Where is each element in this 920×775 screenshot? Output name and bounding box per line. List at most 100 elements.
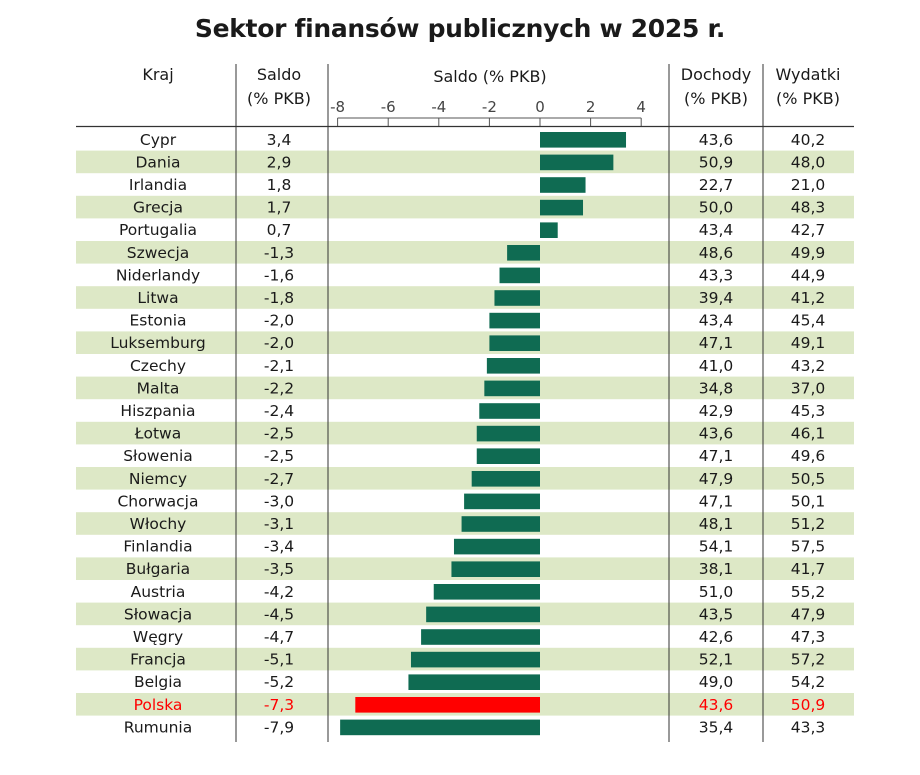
country-label: Estonia xyxy=(129,312,186,330)
saldo-value: 1,7 xyxy=(267,199,292,217)
saldo-value: 0,7 xyxy=(267,221,292,239)
country-label: Słowacja xyxy=(124,605,192,623)
country-label: Irlandia xyxy=(129,176,187,194)
dochody-value: 38,1 xyxy=(699,560,734,578)
bar-litwa xyxy=(494,290,540,306)
dochody-value: 42,9 xyxy=(699,402,734,420)
country-label: Francja xyxy=(130,651,186,669)
country-label: Grecja xyxy=(133,199,183,217)
bar-portugalia xyxy=(540,222,558,238)
bar-rumunia xyxy=(340,719,540,736)
country-label: Cypr xyxy=(140,131,177,149)
bar-słowacja xyxy=(426,606,540,623)
country-label: Luksemburg xyxy=(110,334,205,352)
bar-niderlandy xyxy=(499,267,540,284)
saldo-value: 2,9 xyxy=(267,153,292,171)
wydatki-value: 42,7 xyxy=(791,221,826,239)
row-stripe xyxy=(76,331,854,354)
wydatki-value: 49,9 xyxy=(791,244,826,262)
wydatki-value: 40,2 xyxy=(791,131,826,149)
wydatki-value: 50,5 xyxy=(791,470,826,488)
bar-irlandia xyxy=(540,177,586,193)
country-label: Polska xyxy=(134,696,183,714)
wydatki-value: 55,2 xyxy=(791,583,826,601)
bar-estonia xyxy=(489,312,540,329)
saldo-value: -3,1 xyxy=(264,515,294,533)
wydatki-value: 48,3 xyxy=(791,199,826,217)
wydatki-value: 41,7 xyxy=(791,560,826,578)
country-label: Czechy xyxy=(130,357,186,375)
bar-hiszpania xyxy=(479,403,540,419)
wydatki-value: 46,1 xyxy=(791,425,826,443)
bar-belgia xyxy=(408,674,540,690)
country-label: Portugalia xyxy=(119,221,197,239)
bar-szwecja xyxy=(507,245,540,261)
header-wydatki: Wydatki xyxy=(776,65,841,84)
bar-polska xyxy=(355,697,540,713)
saldo-value: -2,0 xyxy=(264,334,294,352)
row-stripe xyxy=(76,467,854,490)
chart-title: Sektor finansów publicznych w 2025 r. xyxy=(194,14,726,43)
dochody-value: 47,1 xyxy=(699,492,734,510)
row-stripe xyxy=(76,241,854,264)
wydatki-value: 21,0 xyxy=(791,176,826,194)
row-stripes xyxy=(76,150,854,716)
wydatki-value: 45,3 xyxy=(791,402,826,420)
dochody-value: 50,9 xyxy=(699,153,734,171)
saldo-value: -7,3 xyxy=(264,696,294,714)
country-label: Słowenia xyxy=(123,447,193,465)
x-tick-label: -6 xyxy=(381,98,396,116)
saldo-value: -3,0 xyxy=(264,492,294,510)
bar-chorwacja xyxy=(464,493,540,510)
bar-finlandia xyxy=(453,538,540,555)
row-stripe xyxy=(76,195,854,219)
x-axis: -8 -6 -4 -2 0 2 4 xyxy=(330,98,646,126)
header-saldo-unit: (% PKB) xyxy=(247,89,311,108)
country-label: Bułgaria xyxy=(126,560,190,578)
dochody-value: 54,1 xyxy=(699,538,734,556)
bar-cypr xyxy=(540,132,627,148)
dochody-value: 22,7 xyxy=(699,176,734,194)
country-label: Dania xyxy=(135,153,180,171)
wydatki-value: 57,2 xyxy=(791,651,826,669)
country-label: Rumunia xyxy=(124,718,192,736)
dochody-value: 43,6 xyxy=(699,131,734,149)
wydatki-value: 48,0 xyxy=(791,153,826,171)
dochody-value: 34,8 xyxy=(699,379,734,397)
header-wydatki-unit: (% PKB) xyxy=(776,89,840,108)
saldo-value: -3,5 xyxy=(264,560,294,578)
saldo-value: -4,5 xyxy=(264,605,294,623)
row-stripe xyxy=(76,286,854,309)
x-tick-label: -4 xyxy=(431,98,446,116)
dochody-value: 50,0 xyxy=(699,199,734,217)
dochody-value: 43,6 xyxy=(699,425,734,443)
wydatki-value: 49,6 xyxy=(791,447,826,465)
dochody-value: 47,1 xyxy=(699,447,734,465)
row-stripe xyxy=(76,150,854,174)
country-label: Szwecja xyxy=(127,244,190,262)
dochody-value: 41,0 xyxy=(699,357,734,375)
row-stripe xyxy=(76,376,854,400)
dochody-value: 43,4 xyxy=(699,312,734,330)
saldo-value: -2,0 xyxy=(264,312,294,330)
bar-niemcy xyxy=(471,471,540,487)
country-label: Finlandia xyxy=(123,538,192,556)
wydatki-value: 43,3 xyxy=(791,718,826,736)
wydatki-value: 44,9 xyxy=(791,266,826,284)
header-saldo: Saldo xyxy=(257,65,301,84)
table-cells: Cypr 3,4 43,6 40,2 Dania 2,9 50,9 48,0 Irlandia 1… xyxy=(110,131,825,737)
dochody-value: 35,4 xyxy=(699,718,734,736)
saldo-value: -4,7 xyxy=(264,628,294,646)
bar-francja xyxy=(410,651,540,668)
bar-łotwa xyxy=(476,425,540,442)
dochody-value: 43,5 xyxy=(699,605,734,623)
bar-węgry xyxy=(421,629,540,645)
bar-bułgaria xyxy=(451,561,540,577)
saldo-value: -7,9 xyxy=(264,718,294,736)
x-tick-label: 0 xyxy=(535,98,545,116)
x-tick-label: 4 xyxy=(636,98,646,116)
country-label: Niderlandy xyxy=(116,266,200,284)
dochody-value: 47,9 xyxy=(699,470,734,488)
saldo-value: -5,1 xyxy=(264,651,294,669)
bar-malta xyxy=(484,380,540,397)
